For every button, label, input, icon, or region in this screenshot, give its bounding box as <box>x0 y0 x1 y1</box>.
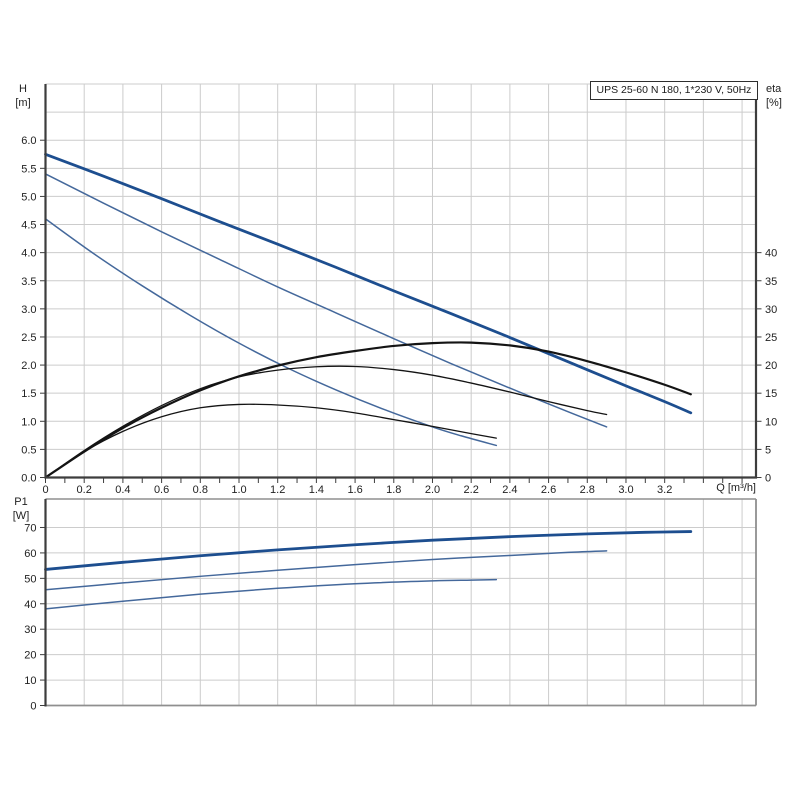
svg-text:70: 70 <box>24 522 36 534</box>
svg-text:0: 0 <box>42 484 48 496</box>
svg-text:20: 20 <box>24 650 36 662</box>
svg-text:3.0: 3.0 <box>21 304 36 316</box>
svg-text:0.8: 0.8 <box>193 484 208 496</box>
svg-text:25: 25 <box>765 332 777 344</box>
head-speed-2 <box>44 173 608 428</box>
svg-text:0.0: 0.0 <box>21 473 36 485</box>
eta-speed-1 <box>44 403 497 479</box>
svg-text:2.5: 2.5 <box>21 332 36 344</box>
svg-text:2.0: 2.0 <box>21 360 36 372</box>
svg-text:0: 0 <box>765 473 771 485</box>
svg-text:0.6: 0.6 <box>154 484 169 496</box>
svg-text:40: 40 <box>24 599 36 611</box>
svg-text:1.2: 1.2 <box>270 484 285 496</box>
svg-text:35: 35 <box>765 276 777 288</box>
svg-text:0.2: 0.2 <box>77 484 92 496</box>
power-speed-1 <box>44 578 498 610</box>
eta-speed-3 <box>44 341 692 479</box>
svg-text:50: 50 <box>24 573 36 585</box>
svg-text:30: 30 <box>765 304 777 316</box>
svg-text:2.0: 2.0 <box>425 484 440 496</box>
svg-text:10: 10 <box>24 675 36 687</box>
svg-text:2.6: 2.6 <box>541 484 556 496</box>
svg-text:10: 10 <box>765 416 777 428</box>
eta-axis-label: eta <box>766 83 782 95</box>
svg-text:4.0: 4.0 <box>21 248 36 260</box>
svg-text:1.0: 1.0 <box>21 416 36 428</box>
power-speed-2 <box>44 550 608 591</box>
svg-text:5.0: 5.0 <box>21 191 36 203</box>
svg-text:30: 30 <box>24 624 36 636</box>
title-text: UPS 25-60 N 180, 1*230 V, 50Hz <box>596 84 752 96</box>
p1-axis-label: P1 <box>14 496 28 508</box>
svg-text:6.0: 6.0 <box>21 135 36 147</box>
svg-text:1.0: 1.0 <box>231 484 246 496</box>
svg-text:40: 40 <box>765 248 777 260</box>
p1-axis-unit: [W] <box>12 510 30 522</box>
svg-text:4.5: 4.5 <box>21 220 36 232</box>
svg-text:0.4: 0.4 <box>115 484 130 496</box>
svg-text:60: 60 <box>24 548 36 560</box>
eta-speed-2 <box>44 365 608 479</box>
title-box: UPS 25-60 N 180, 1*230 V, 50Hz <box>590 81 758 100</box>
svg-text:1.8: 1.8 <box>386 484 401 496</box>
h-axis-unit: [m] <box>15 97 31 109</box>
svg-text:0: 0 <box>30 701 36 713</box>
svg-text:1.4: 1.4 <box>309 484 324 496</box>
svg-text:2.4: 2.4 <box>502 484 517 496</box>
svg-text:3.5: 3.5 <box>21 276 36 288</box>
head-speed-1 <box>44 218 498 447</box>
h-axis-label: H <box>19 83 27 95</box>
svg-text:1.5: 1.5 <box>21 388 36 400</box>
svg-text:20: 20 <box>765 360 777 372</box>
q-axis-label: Q [m³/h] <box>716 482 756 494</box>
svg-text:2.8: 2.8 <box>580 484 595 496</box>
svg-text:2.2: 2.2 <box>464 484 479 496</box>
svg-text:3.2: 3.2 <box>657 484 672 496</box>
svg-text:15: 15 <box>765 388 777 400</box>
svg-text:5.5: 5.5 <box>21 163 36 175</box>
svg-text:1.6: 1.6 <box>347 484 362 496</box>
head-speed-3 <box>44 152 693 415</box>
svg-text:5: 5 <box>765 444 771 456</box>
svg-text:0.5: 0.5 <box>21 444 36 456</box>
svg-text:3.0: 3.0 <box>618 484 633 496</box>
power-speed-3 <box>44 530 693 571</box>
eta-axis-unit: [%] <box>766 97 782 109</box>
